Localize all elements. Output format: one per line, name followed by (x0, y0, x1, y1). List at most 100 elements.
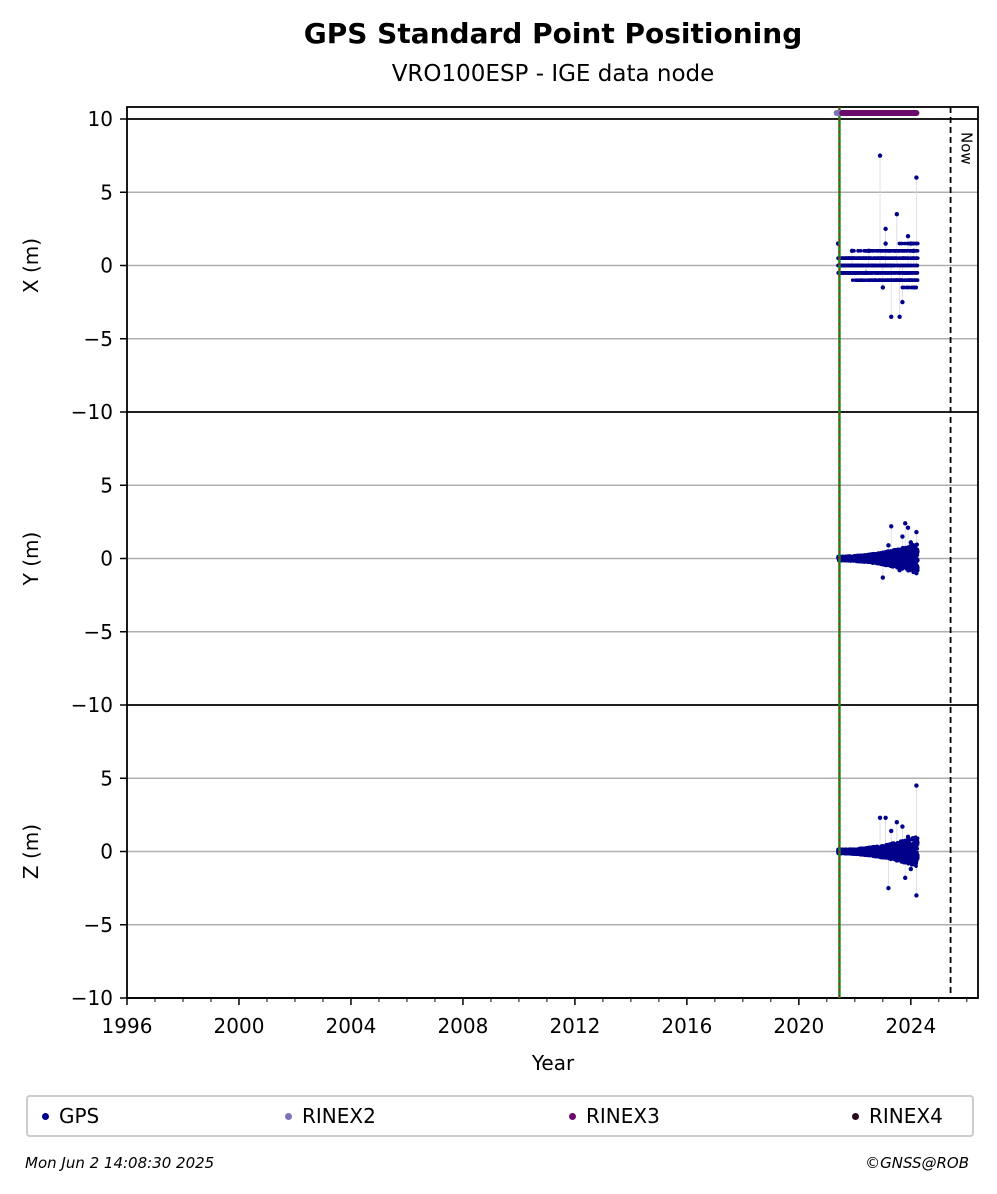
rinex3-marker-icon (569, 1112, 576, 1120)
panel-1: 5 0 −5 −10 Y (m) (19, 411, 978, 717)
gps-outlier-point (880, 285, 886, 290)
gps-outlier-point (911, 248, 916, 254)
x-tick-label: 2004 (325, 1014, 376, 1038)
gps-outlier-point (908, 540, 914, 545)
gps-point (916, 241, 920, 246)
gps-outlier-point (905, 525, 911, 530)
gps-outlier-point (863, 270, 869, 276)
rinex2-marker-icon (285, 1112, 292, 1120)
gps-point (916, 558, 920, 563)
x-tick-label: 1996 (102, 1014, 153, 1038)
gps-point (915, 271, 920, 275)
gps-outlier-point (866, 248, 872, 254)
gps-outlier-point (889, 314, 894, 319)
gps-outlier-point (900, 824, 905, 829)
legend-item-rinex4: RINEX4 (852, 1097, 943, 1135)
gps-point (916, 256, 920, 260)
gps-outlier-point (905, 834, 911, 840)
gps-outlier-point (900, 299, 905, 305)
gps-outlier-point (900, 534, 905, 539)
gps-outlier-point (889, 828, 894, 834)
gps-marker-icon (42, 1112, 49, 1120)
gps-point (914, 285, 919, 290)
gps-outlier-point (877, 153, 883, 158)
y-tick-label: −5 (84, 620, 113, 644)
footer-timestamp: Mon Jun 2 14:08:30 2025 (25, 1154, 215, 1172)
gps-outlier-point (883, 241, 888, 246)
gps-point (916, 565, 920, 570)
y-axis-label: Y (m) (19, 532, 43, 587)
y-tick-label: 5 (100, 766, 113, 790)
gps-outlier-point (886, 885, 891, 891)
gps-point (902, 285, 907, 290)
gps-outlier-point (914, 893, 919, 898)
y-tick-label: 5 (100, 180, 113, 204)
y-tick-label: 10 (88, 107, 113, 131)
y-tick-label: −10 (71, 400, 113, 424)
gps-point (915, 836, 920, 841)
gps-outlier-point (914, 529, 919, 535)
plot-frame (126, 106, 979, 999)
y-tick-label: −5 (84, 327, 113, 351)
legend-label-rinex2: RINEX2 (302, 1104, 376, 1128)
legend-item-rinex2: RINEX2 (285, 1097, 376, 1135)
legend-label-rinex4: RINEX4 (869, 1104, 943, 1128)
gps-point (850, 278, 855, 282)
legend: GPS RINEX2 RINEX3 RINEX4 (26, 1095, 974, 1137)
gps-point (915, 278, 920, 282)
x-tick-label: 2020 (773, 1014, 824, 1038)
x-tick-label: 2016 (661, 1014, 712, 1038)
legend-item-gps: GPS (42, 1097, 99, 1135)
legend-label-gps: GPS (59, 1104, 100, 1128)
x-tick-label: 2000 (214, 1014, 265, 1038)
gps-outlier-point (894, 212, 900, 217)
gps-point (915, 249, 920, 253)
gps-outlier-point (914, 783, 919, 788)
x-tick-label: 2008 (437, 1014, 488, 1038)
gps-outlier-point (877, 815, 883, 821)
gps-points (835, 153, 920, 319)
gps-point (916, 853, 920, 857)
gps-outlier-point (889, 524, 894, 529)
plot-area: 10 5 0 −5 −10 X (m) 5 0 −5 −10 Y (m) 5 0 −5 −10 Z (m) 19… (19, 106, 979, 1038)
gps-outlier-point (903, 875, 908, 881)
y-tick-label: 0 (100, 840, 113, 864)
gps-outlier-point (894, 820, 900, 825)
gps-points (836, 783, 920, 898)
y-tick-label: −10 (71, 986, 113, 1010)
gps-outlier-point (903, 521, 908, 526)
gps-point (914, 864, 918, 868)
footer-credit: ©GNSS@ROB (865, 1154, 969, 1172)
y-tick-label: 0 (100, 254, 113, 278)
y-tick-label: 5 (100, 473, 113, 497)
gps-point (916, 550, 920, 554)
y-axis-label: X (m) (19, 238, 43, 293)
x-tick-label: 2012 (549, 1014, 600, 1038)
gps-outlier-point (908, 866, 914, 872)
gps-point (915, 263, 920, 268)
x-axis-label: Year (531, 1051, 575, 1075)
gps-outlier-point (914, 175, 919, 180)
gps-outlier-point (914, 570, 919, 576)
legend-item-rinex3: RINEX3 (569, 1097, 660, 1135)
legend-label-rinex3: RINEX3 (586, 1104, 660, 1128)
gps-points (836, 521, 920, 580)
gps-outlier-point (908, 241, 914, 246)
y-tick-label: −10 (71, 693, 113, 717)
now-label: Now (958, 132, 976, 165)
gps-outlier-point (880, 575, 886, 580)
y-tick-label: 0 (100, 547, 113, 571)
x-tick-label: 2024 (885, 1014, 936, 1038)
y-axis-label: Z (m) (19, 824, 43, 879)
panel-2: 5 0 −5 −10 Z (m) (19, 704, 978, 1010)
gps-point (916, 840, 920, 845)
gps-outlier-point (883, 226, 888, 232)
gps-point (915, 846, 920, 851)
gps-outlier-point (886, 543, 891, 548)
gps-outlier-point (905, 234, 911, 239)
gps-point (915, 542, 919, 547)
rinex4-marker-icon (852, 1112, 859, 1120)
gps-outlier-point (897, 568, 902, 573)
gps-point (858, 249, 863, 253)
